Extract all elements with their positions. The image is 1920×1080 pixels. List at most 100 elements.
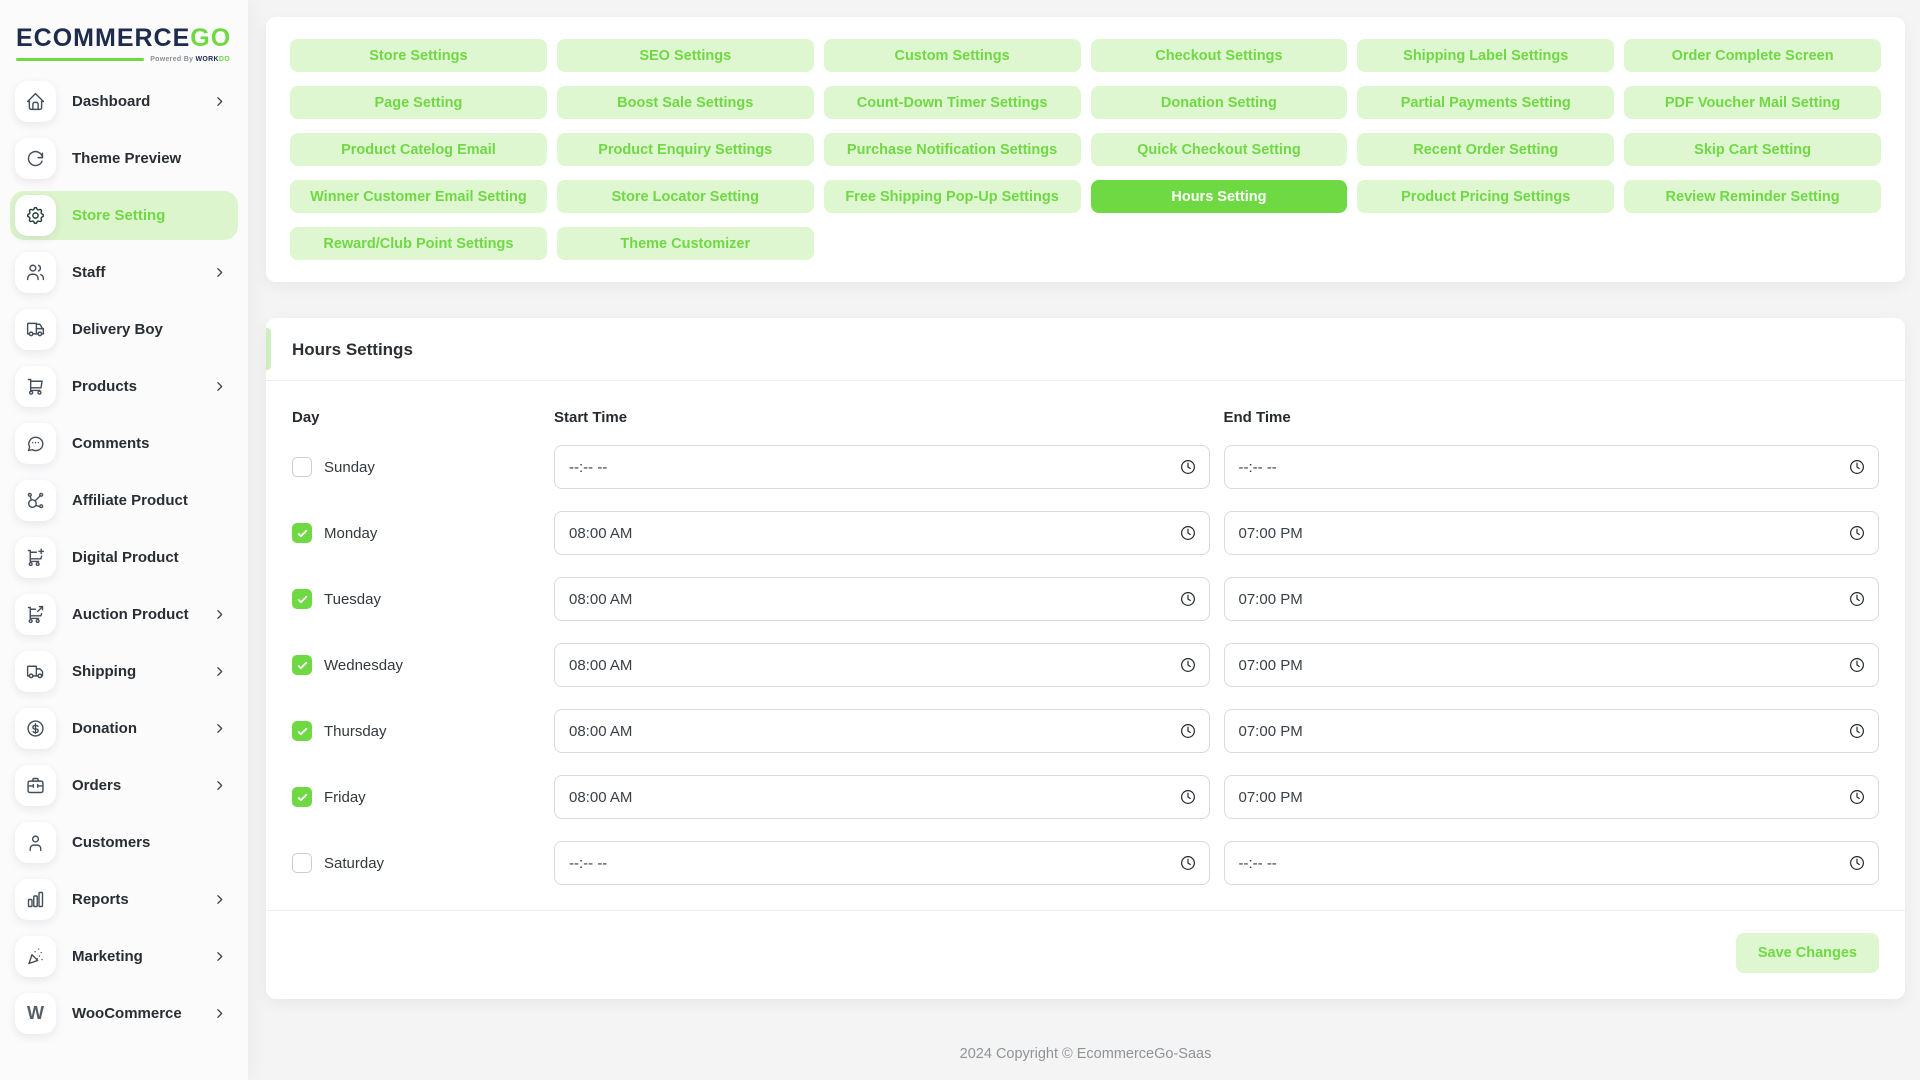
clock-icon[interactable] (1179, 788, 1197, 806)
truck-icon (15, 651, 56, 692)
settings-tab-partial-payments-setting[interactable]: Partial Payments Setting (1357, 86, 1615, 119)
end-time-value: 07:00 PM (1238, 590, 1303, 608)
sidebar-item-donation[interactable]: Donation (10, 704, 238, 753)
clock-icon[interactable] (1848, 722, 1866, 740)
logo-primary: ECOMMERCE (16, 24, 191, 52)
monday-checkbox[interactable] (292, 523, 312, 543)
clock-icon[interactable] (1179, 854, 1197, 872)
settings-tab-product-enquiry-settings[interactable]: Product Enquiry Settings (556, 133, 814, 166)
tuesday-checkbox[interactable] (292, 589, 312, 609)
sidebar-item-digital-product[interactable]: Digital Product (10, 533, 238, 582)
sidebar-item-shipping[interactable]: Shipping (10, 647, 238, 696)
settings-tab-purchase-notification-settings[interactable]: Purchase Notification Settings (823, 133, 1081, 166)
delivery-truck-icon (15, 309, 56, 350)
start-time-input[interactable]: 08:00 AM (554, 643, 1210, 687)
sidebar-item-marketing[interactable]: Marketing (10, 932, 238, 981)
clock-icon[interactable] (1848, 788, 1866, 806)
settings-tab-seo-settings[interactable]: SEO Settings (556, 39, 814, 72)
start-time-input[interactable]: 08:00 AM (554, 775, 1210, 819)
copyright-footer: 2024 Copyright © EcommerceGo-Saas (959, 1046, 1212, 1062)
clock-icon[interactable] (1848, 458, 1866, 476)
start-time-input[interactable]: 08:00 AM (554, 709, 1210, 753)
sidebar-item-staff[interactable]: Staff (10, 248, 238, 297)
sidebar-item-label: Auction Product (72, 606, 189, 623)
sidebar-item-label: Donation (72, 720, 137, 737)
day-cell: Sunday (292, 457, 540, 477)
sidebar-item-theme-preview[interactable]: Theme Preview (10, 134, 238, 183)
clock-icon[interactable] (1848, 656, 1866, 674)
sidebar-item-dashboard[interactable]: Dashboard (10, 77, 238, 126)
hours-settings-title: Hours Settings (292, 340, 413, 359)
sidebar-item-store-setting[interactable]: Store Setting (10, 191, 238, 240)
start-time-input[interactable]: --:-- -- (554, 841, 1210, 885)
end-time-input[interactable]: 07:00 PM (1223, 577, 1879, 621)
sidebar-item-woocommerce[interactable]: W WooCommerce (10, 989, 238, 1038)
settings-tab-store-locator-setting[interactable]: Store Locator Setting (556, 180, 814, 213)
settings-tab-custom-settings[interactable]: Custom Settings (823, 39, 1081, 72)
settings-nav: Store Settings SEO Settings Custom Setti… (266, 17, 1905, 282)
sidebar-item-affiliate-product[interactable]: Affiliate Product (10, 476, 238, 525)
friday-checkbox[interactable] (292, 787, 312, 807)
settings-tab-product-catelog-email[interactable]: Product Catelog Email (290, 133, 547, 166)
chat-icon (15, 423, 56, 464)
settings-tab-winner-customer-email-setting[interactable]: Winner Customer Email Setting (290, 180, 547, 213)
sidebar-item-orders[interactable]: Orders (10, 761, 238, 810)
settings-tab-theme-customizer[interactable]: Theme Customizer (556, 227, 814, 260)
settings-tab-product-pricing-settings[interactable]: Product Pricing Settings (1357, 180, 1615, 213)
settings-tab-free-shipping-pop-up-settings[interactable]: Free Shipping Pop-Up Settings (823, 180, 1081, 213)
confetti-icon (15, 936, 56, 977)
start-time-input[interactable]: 08:00 AM (554, 511, 1210, 555)
settings-tab-checkout-settings[interactable]: Checkout Settings (1090, 39, 1348, 72)
logo-text: ECOMMERCEGO (16, 24, 230, 53)
settings-tab-hours-setting[interactable]: Hours Setting (1090, 180, 1348, 213)
wednesday-checkbox[interactable] (292, 655, 312, 675)
sidebar-item-auction-product[interactable]: Auction Product (10, 590, 238, 639)
clock-icon[interactable] (1179, 656, 1197, 674)
end-time-input[interactable]: --:-- -- (1223, 445, 1879, 489)
settings-tab-donation-setting[interactable]: Donation Setting (1090, 86, 1348, 119)
settings-tab-pdf-voucher-mail-setting[interactable]: PDF Voucher Mail Setting (1624, 86, 1881, 119)
settings-tab-review-reminder-setting[interactable]: Review Reminder Setting (1624, 180, 1881, 213)
settings-tab-order-complete-screen[interactable]: Order Complete Screen (1624, 39, 1881, 72)
clock-icon[interactable] (1848, 854, 1866, 872)
settings-tab-store-settings[interactable]: Store Settings (290, 39, 547, 72)
end-time-input[interactable]: 07:00 PM (1223, 709, 1879, 753)
save-changes-button[interactable]: Save Changes (1735, 933, 1879, 973)
sidebar-item-reports[interactable]: Reports (10, 875, 238, 924)
clock-icon[interactable] (1179, 590, 1197, 608)
end-time-input[interactable]: --:-- -- (1223, 841, 1879, 885)
clock-icon[interactable] (1179, 458, 1197, 476)
settings-tab-shipping-label-settings[interactable]: Shipping Label Settings (1357, 39, 1615, 72)
start-time-input[interactable]: --:-- -- (554, 445, 1210, 489)
settings-tab-reward-club-point-settings[interactable]: Reward/Club Point Settings (290, 227, 547, 260)
start-time-value: 08:00 AM (569, 524, 633, 542)
clock-icon[interactable] (1848, 590, 1866, 608)
hours-settings-header: Hours Settings (266, 318, 1905, 380)
user-icon (15, 822, 56, 863)
day-label: Friday (324, 788, 366, 806)
thursday-checkbox[interactable] (292, 721, 312, 741)
sunday-checkbox[interactable] (292, 457, 312, 477)
settings-tab-quick-checkout-setting[interactable]: Quick Checkout Setting (1090, 133, 1348, 166)
settings-tab-recent-order-setting[interactable]: Recent Order Setting (1357, 133, 1615, 166)
end-time-input[interactable]: 07:00 PM (1223, 775, 1879, 819)
clock-icon[interactable] (1179, 722, 1197, 740)
sidebar-item-products[interactable]: Products (10, 362, 238, 411)
clock-icon[interactable] (1848, 524, 1866, 542)
sidebar-item-comments[interactable]: Comments (10, 419, 238, 468)
coin-icon (15, 708, 56, 749)
settings-tab-page-setting[interactable]: Page Setting (290, 86, 547, 119)
saturday-checkbox[interactable] (292, 853, 312, 873)
end-time-input[interactable]: 07:00 PM (1223, 643, 1879, 687)
settings-tab-boost-sale-settings[interactable]: Boost Sale Settings (556, 86, 814, 119)
sidebar-item-label: Orders (72, 777, 122, 794)
hours-row-friday: Friday 08:00 AM 07:00 PM (292, 764, 1879, 830)
end-time-input[interactable]: 07:00 PM (1223, 511, 1879, 555)
sidebar-item-customers[interactable]: Customers (10, 818, 238, 867)
settings-tab-count-down-timer-settings[interactable]: Count-Down Timer Settings (823, 86, 1081, 119)
settings-tab-skip-cart-setting[interactable]: Skip Cart Setting (1624, 133, 1881, 166)
clock-icon[interactable] (1179, 524, 1197, 542)
sidebar-item-delivery-boy[interactable]: Delivery Boy (10, 305, 238, 354)
start-time-input[interactable]: 08:00 AM (554, 577, 1210, 621)
woo-icon: W (15, 993, 56, 1034)
